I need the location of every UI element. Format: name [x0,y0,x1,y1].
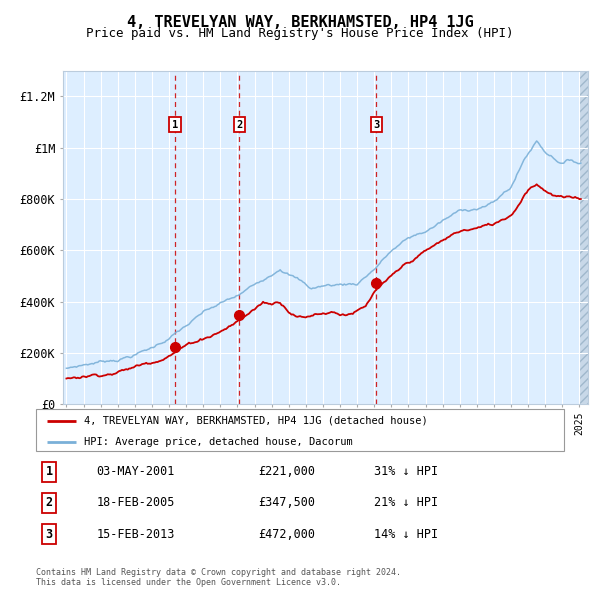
Text: Contains HM Land Registry data © Crown copyright and database right 2024.
This d: Contains HM Land Registry data © Crown c… [36,568,401,587]
Text: 4, TREVELYAN WAY, BERKHAMSTED, HP4 1JG (detached house): 4, TREVELYAN WAY, BERKHAMSTED, HP4 1JG (… [83,416,427,426]
Text: Price paid vs. HM Land Registry's House Price Index (HPI): Price paid vs. HM Land Registry's House … [86,27,514,40]
Text: 1: 1 [46,466,53,478]
Text: 21% ↓ HPI: 21% ↓ HPI [374,496,438,510]
Text: 4, TREVELYAN WAY, BERKHAMSTED, HP4 1JG: 4, TREVELYAN WAY, BERKHAMSTED, HP4 1JG [127,15,473,30]
Text: £347,500: £347,500 [258,496,315,510]
Text: 14% ↓ HPI: 14% ↓ HPI [374,527,438,540]
Text: 2: 2 [46,496,53,510]
Text: 3: 3 [46,527,53,540]
Text: 2: 2 [236,120,242,130]
Text: £221,000: £221,000 [258,466,315,478]
Text: 31% ↓ HPI: 31% ↓ HPI [374,466,438,478]
Text: 1: 1 [172,120,178,130]
Bar [580,71,600,404]
Text: 15-FEB-2013: 15-FEB-2013 [97,527,175,540]
Text: 18-FEB-2005: 18-FEB-2005 [97,496,175,510]
Text: HPI: Average price, detached house, Dacorum: HPI: Average price, detached house, Daco… [83,437,352,447]
Text: 03-MAY-2001: 03-MAY-2001 [97,466,175,478]
Text: £472,000: £472,000 [258,527,315,540]
Text: 3: 3 [373,120,379,130]
FancyBboxPatch shape [36,409,564,451]
